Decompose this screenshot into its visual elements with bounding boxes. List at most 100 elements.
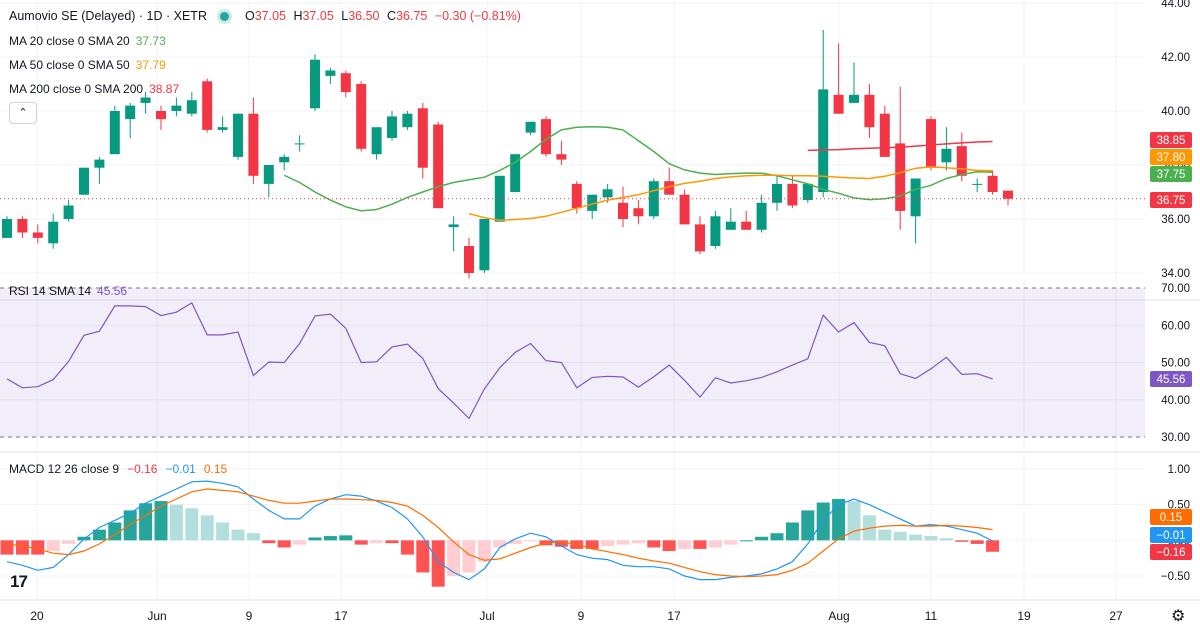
candle — [618, 186, 628, 228]
candle — [233, 113, 243, 160]
candle-body — [802, 183, 813, 201]
candle-body — [494, 175, 505, 222]
candle-body — [602, 189, 613, 198]
candle-body — [109, 111, 120, 155]
price-tag: 36.75 — [1150, 192, 1192, 208]
candle-body — [956, 146, 967, 176]
candle-body — [186, 100, 197, 114]
time-tick-label: Jul — [479, 609, 494, 623]
time-tick-label: 27 — [1109, 609, 1123, 623]
price-tag-bg — [1150, 132, 1192, 148]
candle — [895, 86, 906, 230]
candle — [725, 208, 736, 230]
candle-body — [633, 208, 644, 217]
candle — [109, 105, 120, 155]
candle — [510, 154, 521, 192]
candle — [279, 154, 290, 171]
candle — [741, 210, 752, 230]
candle-body — [587, 194, 598, 211]
macd-histogram-bar — [970, 540, 984, 544]
macd-tick-label: −0.50 — [1161, 571, 1190, 583]
rsi-tick-label: 60.00 — [1161, 320, 1190, 332]
candle — [371, 127, 382, 160]
candle-body — [63, 205, 74, 219]
candle — [633, 200, 644, 225]
candle-body — [233, 113, 243, 157]
candle — [171, 97, 182, 117]
macd-histogram-bar — [46, 540, 60, 552]
macd-histogram-bar — [755, 536, 769, 541]
candle — [356, 81, 367, 152]
ma50-label: MA 50 close 0 SMA 50 — [9, 58, 130, 72]
macd-histogram-bar — [370, 540, 384, 544]
candle-body — [525, 121, 536, 133]
macd-histogram-bar — [893, 531, 907, 541]
macd-histogram-bar — [431, 540, 445, 587]
candle-body — [202, 81, 213, 130]
candle-body — [248, 113, 259, 176]
ma20-legend[interactable]: MA 20 close 0 SMA 20 37.73 — [9, 34, 166, 48]
candle-body — [48, 221, 59, 244]
candle-body — [741, 221, 752, 230]
candle — [464, 237, 474, 279]
candle-body — [125, 105, 136, 120]
candle — [156, 105, 166, 130]
candle-body — [371, 127, 382, 155]
candle-body — [941, 148, 952, 163]
rsi-value-tag-text: 45.56 — [1157, 374, 1186, 386]
time-tick-label: 19 — [1017, 609, 1031, 623]
rsi-legend[interactable]: RSI 14 SMA 14 45.56 — [9, 284, 127, 298]
candle-body — [433, 124, 444, 209]
macd-legend[interactable]: MACD 12 26 close 9 −0.16 −0.01 0.15 — [9, 462, 227, 476]
candle-body — [340, 73, 351, 93]
ma50-legend[interactable]: MA 50 close 0 SMA 50 37.79 — [9, 58, 166, 72]
candle — [310, 54, 320, 111]
macd-histogram-bar — [585, 540, 599, 549]
candle-body — [618, 202, 628, 219]
macd-histogram-bar — [493, 540, 507, 548]
macd-histogram-bar — [308, 537, 322, 541]
macd-histogram-bar — [385, 540, 399, 544]
macd-histogram-bar — [616, 540, 630, 545]
macd-histogram — [0, 498, 1000, 587]
macd-histogram-bar — [31, 540, 45, 555]
macd-histogram-bar — [847, 501, 861, 541]
macd-value-tag-bg — [1150, 527, 1192, 543]
macd-tick-label: 1.00 — [1168, 464, 1190, 476]
candle-body — [1003, 190, 1013, 199]
macd-histogram-bar — [708, 540, 722, 548]
candle — [772, 175, 782, 211]
macd-histogram-bar — [154, 501, 168, 541]
candle — [956, 132, 967, 182]
time-tick-label: Jun — [147, 609, 166, 623]
ma200-label: MA 200 close 0 SMA 200 — [9, 82, 144, 96]
candle — [849, 62, 859, 103]
macd-value-tag: 0.15 — [1150, 509, 1192, 525]
macd-histogram-bar — [739, 540, 753, 542]
symbol-title[interactable]: Aumovio SE (Delayed) · 1D · XETR — [9, 9, 207, 23]
macd-value-tag-text: 0.15 — [1160, 512, 1182, 524]
low-value: 36.50 — [348, 9, 380, 23]
candle — [125, 102, 136, 138]
candle — [17, 216, 28, 238]
rsi-label: RSI 14 SMA 14 — [9, 284, 92, 298]
price-tick-label: 42.00 — [1161, 52, 1190, 64]
candle-body — [895, 143, 906, 211]
candle-body — [79, 167, 89, 195]
ma200-legend[interactable]: MA 200 close 0 SMA 200 38.87 — [9, 82, 179, 96]
candle-body — [695, 224, 705, 252]
macd-histogram-bar — [416, 540, 430, 573]
macd-hist-value: −0.16 — [127, 462, 158, 476]
ma50-line — [468, 166, 993, 222]
ma50-value: 37.79 — [135, 58, 166, 72]
gear-icon[interactable]: ⚙ — [1171, 608, 1186, 625]
tradingview-logo-icon[interactable]: 17 — [10, 572, 28, 591]
candle — [541, 116, 551, 157]
macd-histogram-bar — [878, 529, 892, 541]
collapse-legend-button[interactable]: ⌃ — [9, 102, 37, 124]
candle — [325, 67, 336, 84]
candle-body — [263, 165, 274, 184]
candle — [479, 219, 490, 273]
candle — [63, 200, 74, 222]
